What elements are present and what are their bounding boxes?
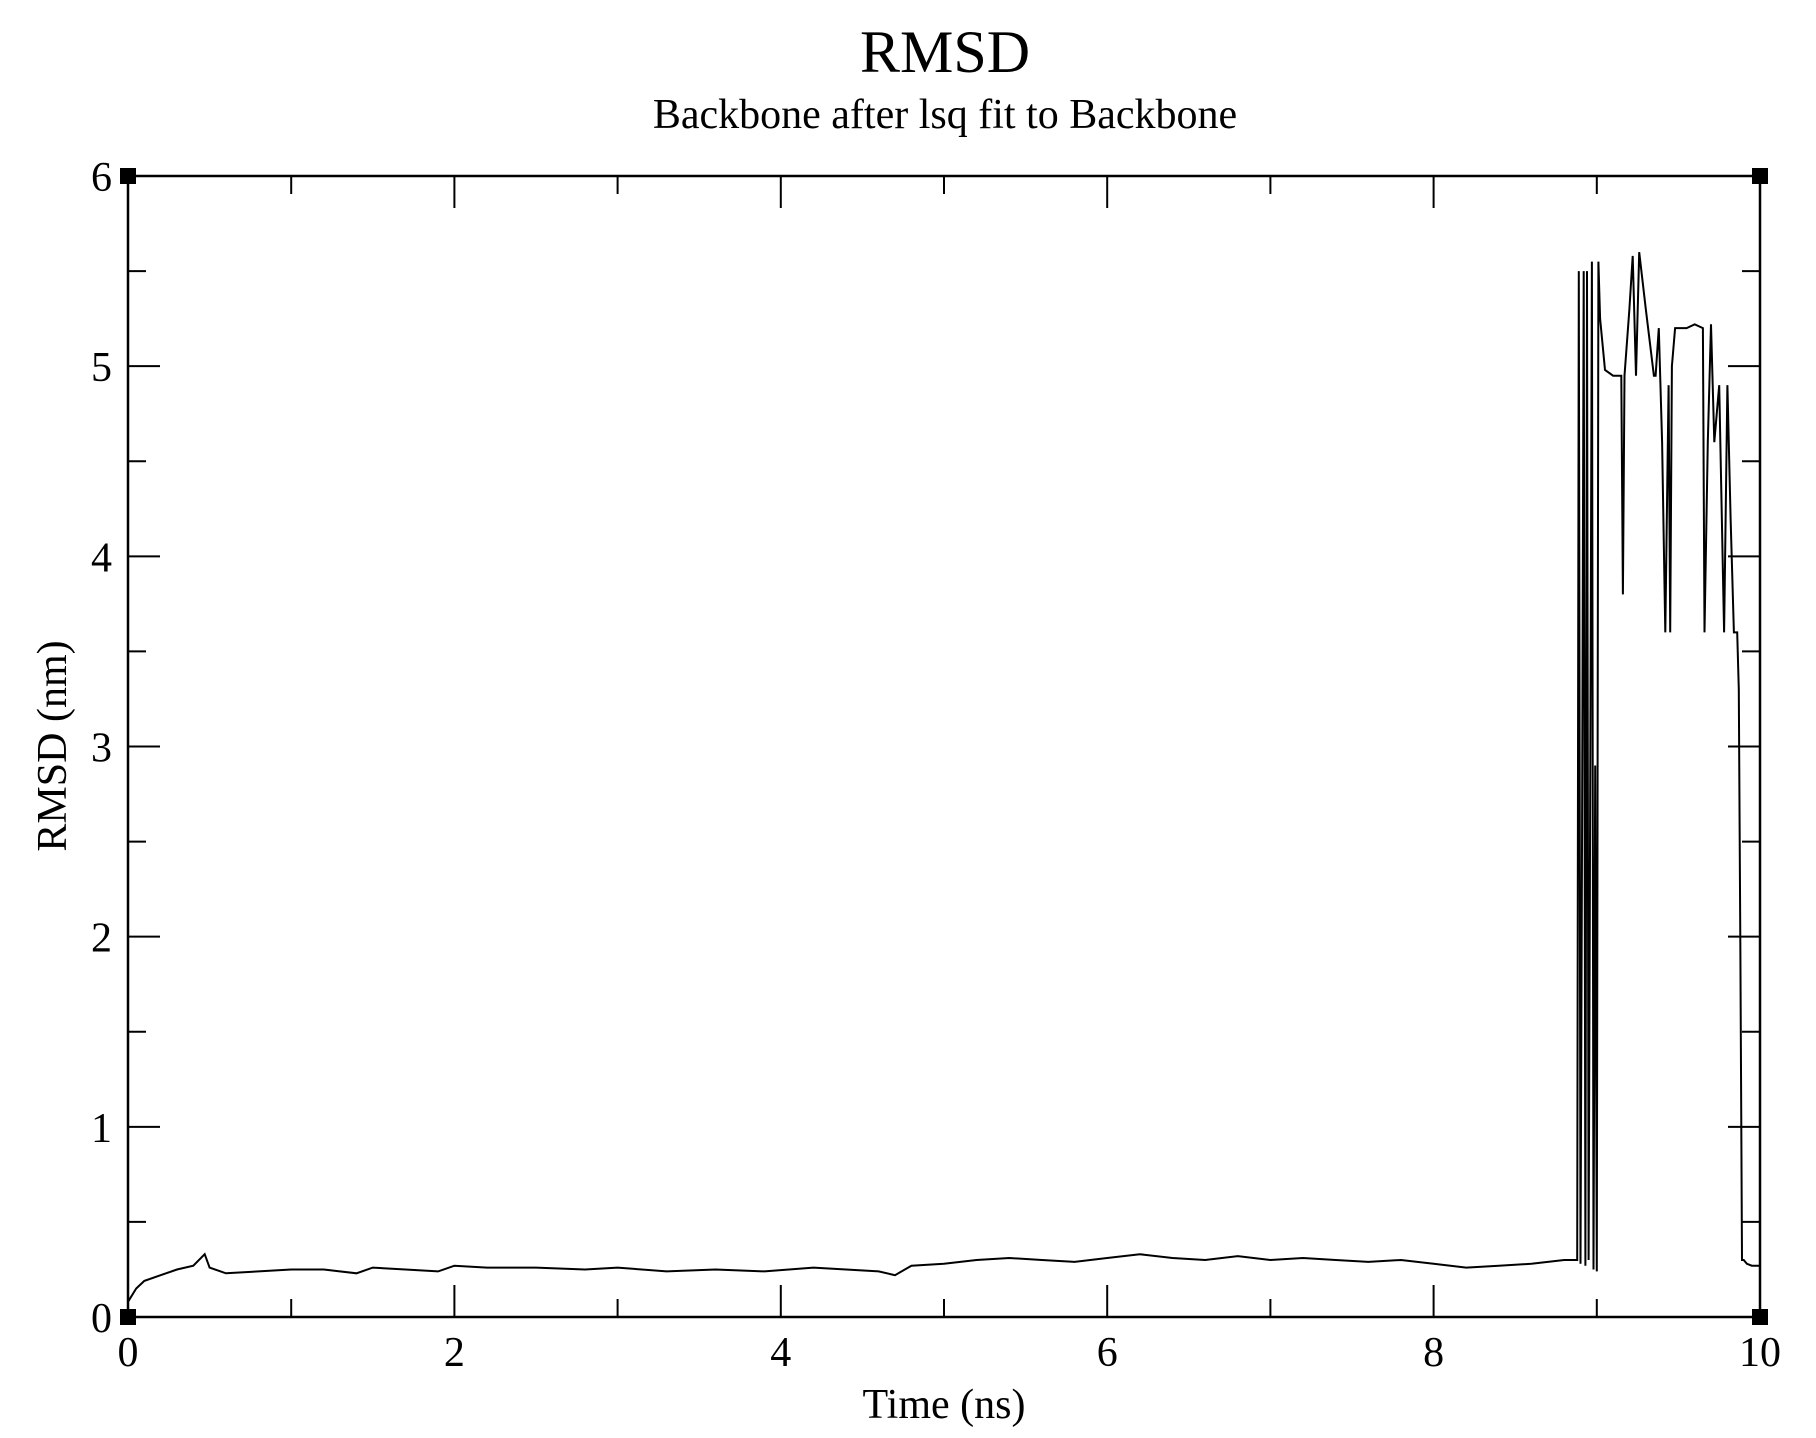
chart-subtitle: Backbone after lsq fit to Backbone [653, 92, 1237, 138]
y-tick-label: 2 [91, 916, 112, 962]
y-tick-label: 4 [91, 535, 112, 581]
y-tick-label: 0 [91, 1296, 112, 1342]
y-tick-label: 6 [91, 155, 112, 201]
rmsd-series-line [127, 251, 1760, 1303]
chart-title: RMSD [860, 19, 1030, 85]
y-axis-label: RMSD (nm) [30, 640, 76, 851]
x-tick-label: 6 [1097, 1330, 1118, 1376]
x-tick-label: 4 [770, 1330, 791, 1376]
corner-handle [1752, 168, 1768, 184]
x-tick-label: 10 [1739, 1330, 1781, 1376]
y-tick-label: 1 [91, 1106, 112, 1152]
corner-handle [1752, 1309, 1768, 1325]
series-layer [127, 251, 1760, 1303]
corner-handle [120, 168, 136, 184]
x-tick-label: 0 [118, 1330, 139, 1376]
x-tick-label: 2 [444, 1330, 465, 1376]
x-axis-label: Time (ns) [863, 1382, 1026, 1428]
corner-handle [120, 1309, 136, 1325]
tick-labels: 0 2 4 6 8 10 0 1 2 3 4 5 6 [91, 155, 1781, 1376]
x-tick-label: 8 [1423, 1330, 1444, 1376]
corner-markers [120, 168, 1768, 1325]
y-tick-label: 5 [91, 345, 112, 391]
y-tick-label: 3 [91, 726, 112, 772]
